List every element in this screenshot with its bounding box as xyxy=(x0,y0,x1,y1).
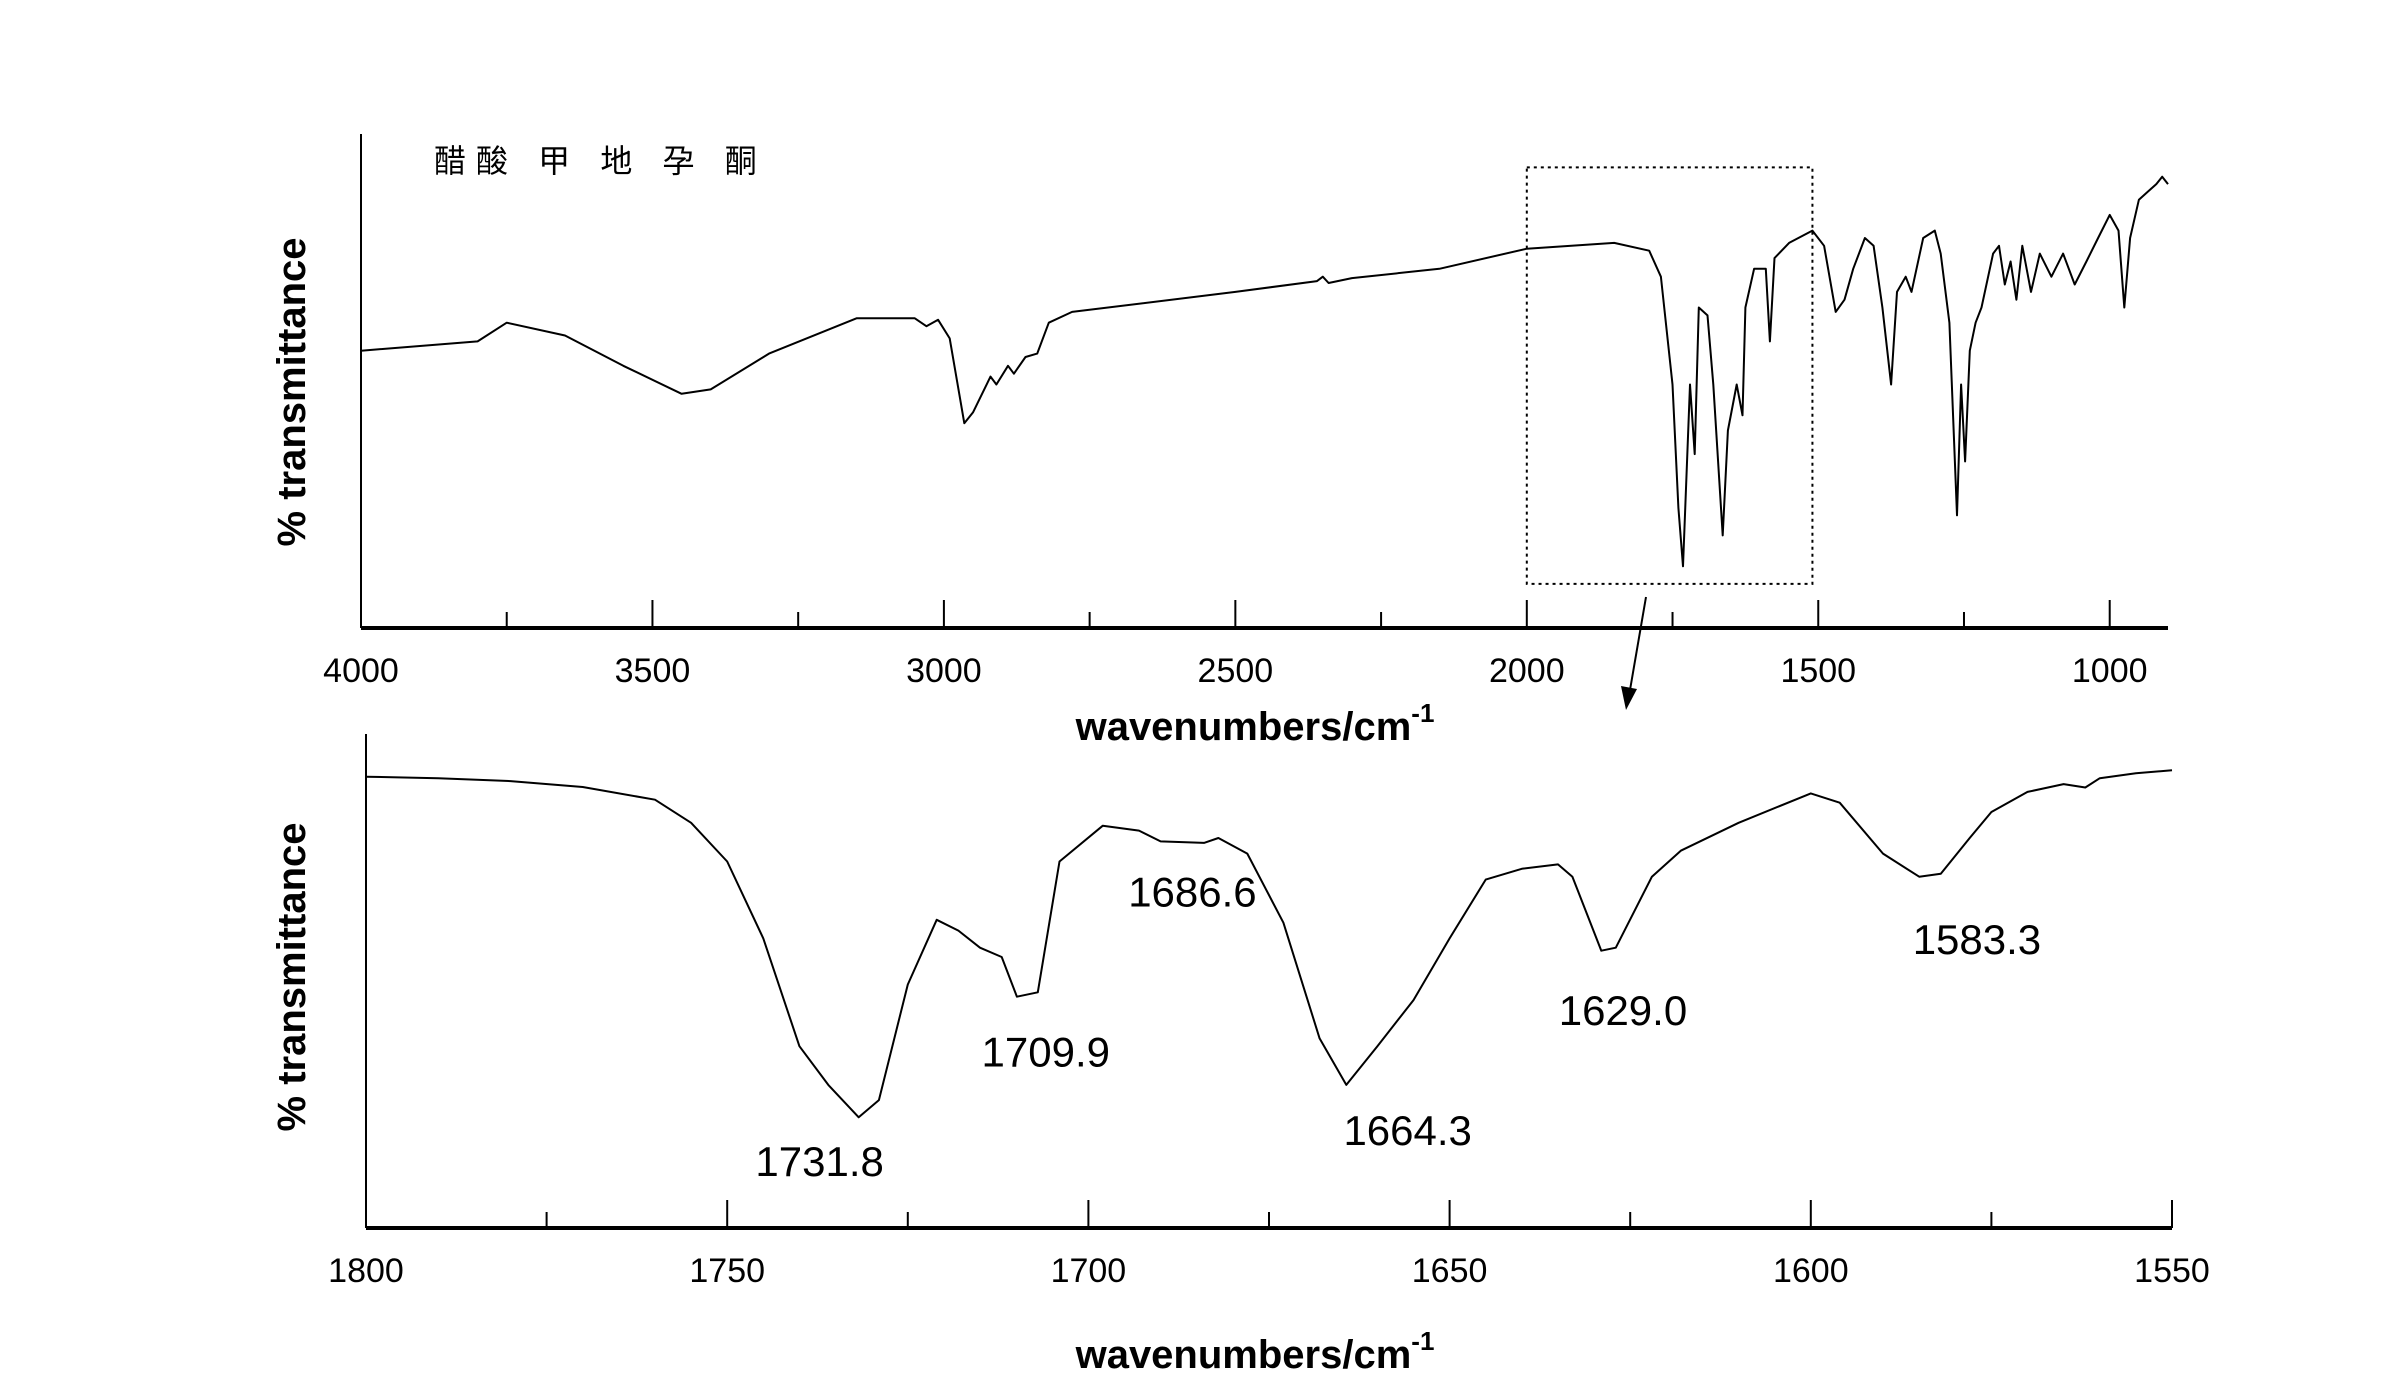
peak-label: 1686.6 xyxy=(1128,868,1256,915)
x-tick-label: 1500 xyxy=(1780,652,1856,690)
spectrum-line xyxy=(365,769,2173,1119)
x-tick-label: 1650 xyxy=(1412,1252,1488,1290)
x-tick-label: 3000 xyxy=(906,652,982,690)
zoom-arrow-shaft xyxy=(1629,596,1647,691)
y-axis-title: % transmittance xyxy=(270,238,314,547)
x-tick-label: 1000 xyxy=(2072,652,2148,690)
x-axis-title-superscript: -1 xyxy=(1411,698,1434,728)
x-tick-label: 2000 xyxy=(1489,652,1565,690)
x-axis-title-text: wavenumbers/cm xyxy=(1075,705,1412,749)
x-axis-title-text: wavenumbers/cm xyxy=(1075,1333,1412,1377)
y-axis-title: % transmittance xyxy=(270,823,314,1132)
zoom-arrow-head xyxy=(1621,686,1637,710)
peak-label: 1629.0 xyxy=(1559,987,1687,1034)
x-tick-label: 1800 xyxy=(328,1252,404,1290)
x-tick-label: 1600 xyxy=(1773,1252,1849,1290)
full-spectrum-panel: 醋酸 甲 地 孕 酮 % transmittance wavenumbers/c… xyxy=(270,134,2169,749)
x-tick-label: 1700 xyxy=(1051,1252,1127,1290)
zoom-region-box xyxy=(1525,166,1814,585)
x-axis-title: wavenumbers/cm-1 xyxy=(1075,1326,1435,1377)
peak-label: 1709.9 xyxy=(982,1029,1110,1076)
x-tick-label: 3500 xyxy=(615,652,691,690)
spectrum-line xyxy=(360,175,2169,568)
peak-label: 1731.8 xyxy=(755,1138,883,1185)
x-tick-label: 1550 xyxy=(2134,1252,2210,1290)
x-tick-label: 1750 xyxy=(689,1252,765,1290)
x-tick-label: 4000 xyxy=(323,652,399,690)
zoomed-spectrum-panel: % transmittance wavenumbers/cm-1 1800 175… xyxy=(270,734,2210,1377)
x-axis-title: wavenumbers/cm-1 xyxy=(1075,698,1435,749)
peak-label: 1664.3 xyxy=(1343,1107,1471,1154)
x-tick-label: 2500 xyxy=(1198,652,1274,690)
peak-label: 1583.3 xyxy=(1913,916,2041,963)
x-axis-title-superscript: -1 xyxy=(1411,1326,1434,1356)
chart-title: 醋酸 甲 地 孕 酮 xyxy=(434,142,767,180)
